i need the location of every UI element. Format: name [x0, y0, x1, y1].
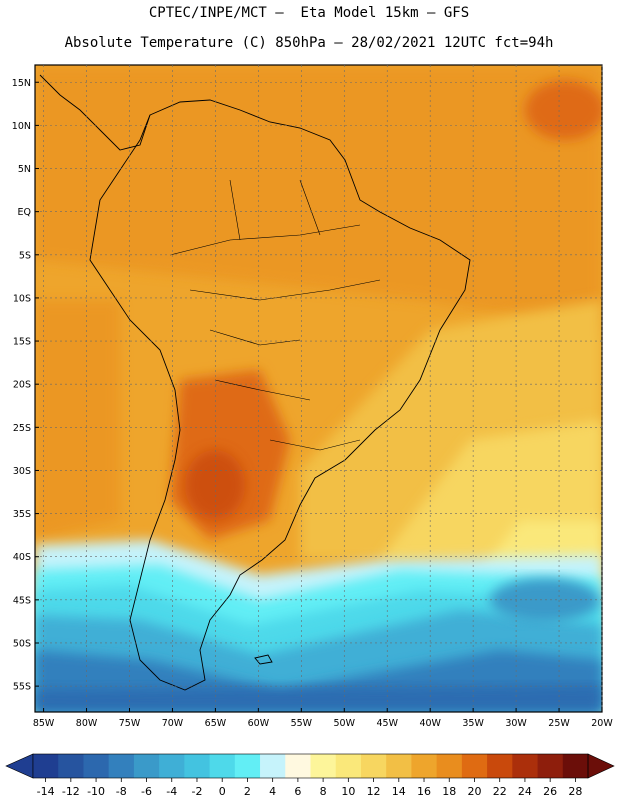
title-line-1: CPTEC/INPE/MCT – Eta Model 15km – GFS [148, 5, 470, 21]
map-frame [34, 64, 603, 713]
colorbar-label: 18 [442, 785, 456, 798]
lon-label: 45W [376, 718, 398, 729]
lat-label: 30S [13, 466, 31, 477]
central-america-outline [39, 74, 151, 151]
colorbar-label: 26 [543, 785, 557, 798]
lon-label: 85W [33, 718, 55, 729]
colorbar-swatch [411, 754, 438, 778]
borders [169, 179, 381, 451]
colorbar-label: 28 [568, 785, 582, 798]
colorbar-label: 6 [294, 785, 301, 798]
colorbar-label: 2 [244, 785, 251, 798]
lon-label: 65W [205, 718, 227, 729]
colorbar-swatch [386, 754, 412, 778]
lon-label: 60W [248, 718, 270, 729]
lon-label: 40W [419, 718, 441, 729]
colorbar-label: 16 [417, 785, 431, 798]
colorbar-label: 0 [219, 785, 226, 798]
lat-label: 40S [13, 552, 31, 563]
lon-label: 20W [591, 718, 613, 729]
lat-label: 25S [13, 423, 31, 434]
colorbar-swatch [209, 754, 236, 778]
colorbar-label: 20 [467, 785, 481, 798]
lat-label: 55S [13, 682, 31, 693]
lat-label: 10S [13, 293, 31, 304]
falkland-islands [254, 654, 273, 665]
colorbar-swatch [537, 754, 564, 778]
colorbar-label: -6 [141, 785, 152, 798]
colorbar-swatch [33, 754, 59, 778]
colorbar-label: 22 [493, 785, 507, 798]
colorbar-swatch [159, 754, 185, 778]
south-america-outline [89, 99, 471, 691]
colorbar-swatch [487, 754, 513, 778]
colorbar-swatch [133, 754, 160, 778]
colorbar-label: 12 [367, 785, 381, 798]
colorbar-swatch [562, 754, 589, 778]
colorbar [5, 753, 615, 779]
lat-label: 15S [13, 337, 31, 348]
coastline [39, 74, 471, 691]
colorbar-label: -14 [37, 785, 55, 798]
lon-label: 35W [462, 718, 484, 729]
colorbar-labels: -14 -12 -10 -8 -6 -4 -2 0 2 4 6 8 10 12 14 16 18 20 22 24 26… [37, 778, 582, 798]
colorbar-swatch [58, 754, 84, 778]
lat-label: 45S [13, 595, 31, 606]
lat-label: EQ [18, 207, 31, 218]
lat-label: 35S [13, 509, 31, 520]
lat-label: 20S [13, 380, 31, 391]
lat-label: 5N [18, 164, 31, 175]
colorbar-label: 8 [320, 785, 327, 798]
colorbar-label: -2 [191, 785, 202, 798]
longitude-labels: 85W 80W 75W 70W 65W 60W 55W 50W 45W 40W 35W 30W 25W 2… [33, 708, 613, 729]
lon-label: 70W [162, 718, 184, 729]
lon-label: 75W [119, 718, 141, 729]
lon-label: 50W [334, 718, 356, 729]
colorbar-arrow-high [587, 753, 615, 779]
lat-label: 5S [19, 250, 31, 261]
colorbar-label: 4 [269, 785, 276, 798]
colorbar-swatch [184, 754, 210, 778]
lon-label: 55W [291, 718, 313, 729]
colorbar-swatch [360, 754, 387, 778]
colorbar-label: -4 [166, 785, 177, 798]
lat-label: 15N [12, 78, 31, 89]
colorbar-swatch [234, 754, 261, 778]
lat-label: 10N [12, 121, 31, 132]
colorbar-label: -12 [62, 785, 80, 798]
colorbar-label: -8 [116, 785, 127, 798]
lon-label: 30W [505, 718, 527, 729]
colorbar-label: 10 [341, 785, 355, 798]
colorbar-swatch [108, 754, 135, 778]
colorbar-swatch [83, 754, 110, 778]
temperature-field [35, 65, 602, 712]
colorbar-swatch [310, 754, 337, 778]
colorbar-arrow-low [5, 753, 34, 779]
colorbar-swatch [512, 754, 538, 778]
title-line-2: Absolute Temperature (C) 850hPa – 28/02/… [64, 35, 554, 51]
colorbar-swatch [335, 754, 362, 778]
lon-label: 25W [548, 718, 570, 729]
colorbar-label: -10 [87, 785, 105, 798]
lon-label: 80W [76, 718, 98, 729]
colorbar-swatch [260, 754, 286, 778]
colorbar-swatch [285, 754, 311, 778]
colorbar-swatch [461, 754, 488, 778]
colorbar-swatch [436, 754, 463, 778]
colorbar-frame [32, 753, 589, 779]
colorbar-label: 14 [392, 785, 406, 798]
lat-label: 50S [13, 638, 31, 649]
colorbar-label: 24 [518, 785, 532, 798]
latitude-labels: 15N 10N 5N EQ 5S 10S 15S 20S 25S 30S 35S 40S 45S 50S 5… [12, 78, 39, 693]
